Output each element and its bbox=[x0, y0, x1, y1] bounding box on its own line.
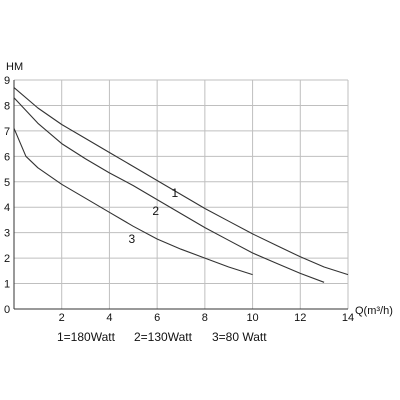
curve-label-2: 2 bbox=[152, 204, 159, 218]
legend-item-2: 2=130Watt bbox=[134, 330, 193, 344]
y-tick-label: 5 bbox=[4, 177, 10, 189]
series-line-3 bbox=[13, 128, 253, 276]
y-axis-label: HM bbox=[6, 61, 23, 73]
curve-labels: 12 3 bbox=[129, 186, 179, 246]
x-tick-label: 2 bbox=[59, 312, 65, 324]
y-tick-label: 1 bbox=[4, 279, 10, 291]
y-tick-label: 8 bbox=[4, 100, 10, 112]
curve-label-1: 1 bbox=[171, 186, 178, 200]
legend-item-1: 1=180Watt bbox=[57, 330, 116, 344]
x-tick-label: 4 bbox=[106, 312, 112, 324]
grid bbox=[14, 79, 349, 309]
y-tick-label: 2 bbox=[4, 253, 10, 265]
x-tick-label: 12 bbox=[294, 312, 306, 324]
axes bbox=[13, 80, 348, 310]
y-tick-label: 7 bbox=[4, 126, 10, 138]
series-line-2 bbox=[13, 97, 325, 283]
y-tick-label: 6 bbox=[4, 151, 10, 163]
series-lines bbox=[13, 87, 349, 283]
y-tick-label: 0 bbox=[4, 304, 10, 316]
x-tick-label: 8 bbox=[202, 312, 208, 324]
curve-label-3: 3 bbox=[129, 232, 136, 246]
series-line-1 bbox=[13, 87, 349, 276]
y-tick-label: 3 bbox=[4, 228, 10, 240]
x-tick-label: 6 bbox=[154, 312, 160, 324]
x-axis-label: Q(m³/h) bbox=[355, 305, 393, 317]
x-tick-label: 14 bbox=[342, 312, 354, 324]
y-tick-label: 4 bbox=[4, 202, 10, 214]
y-tick-label: 9 bbox=[4, 75, 10, 87]
x-tick-label: 10 bbox=[246, 312, 258, 324]
legend-item-3: 3=80 Watt bbox=[212, 330, 267, 344]
